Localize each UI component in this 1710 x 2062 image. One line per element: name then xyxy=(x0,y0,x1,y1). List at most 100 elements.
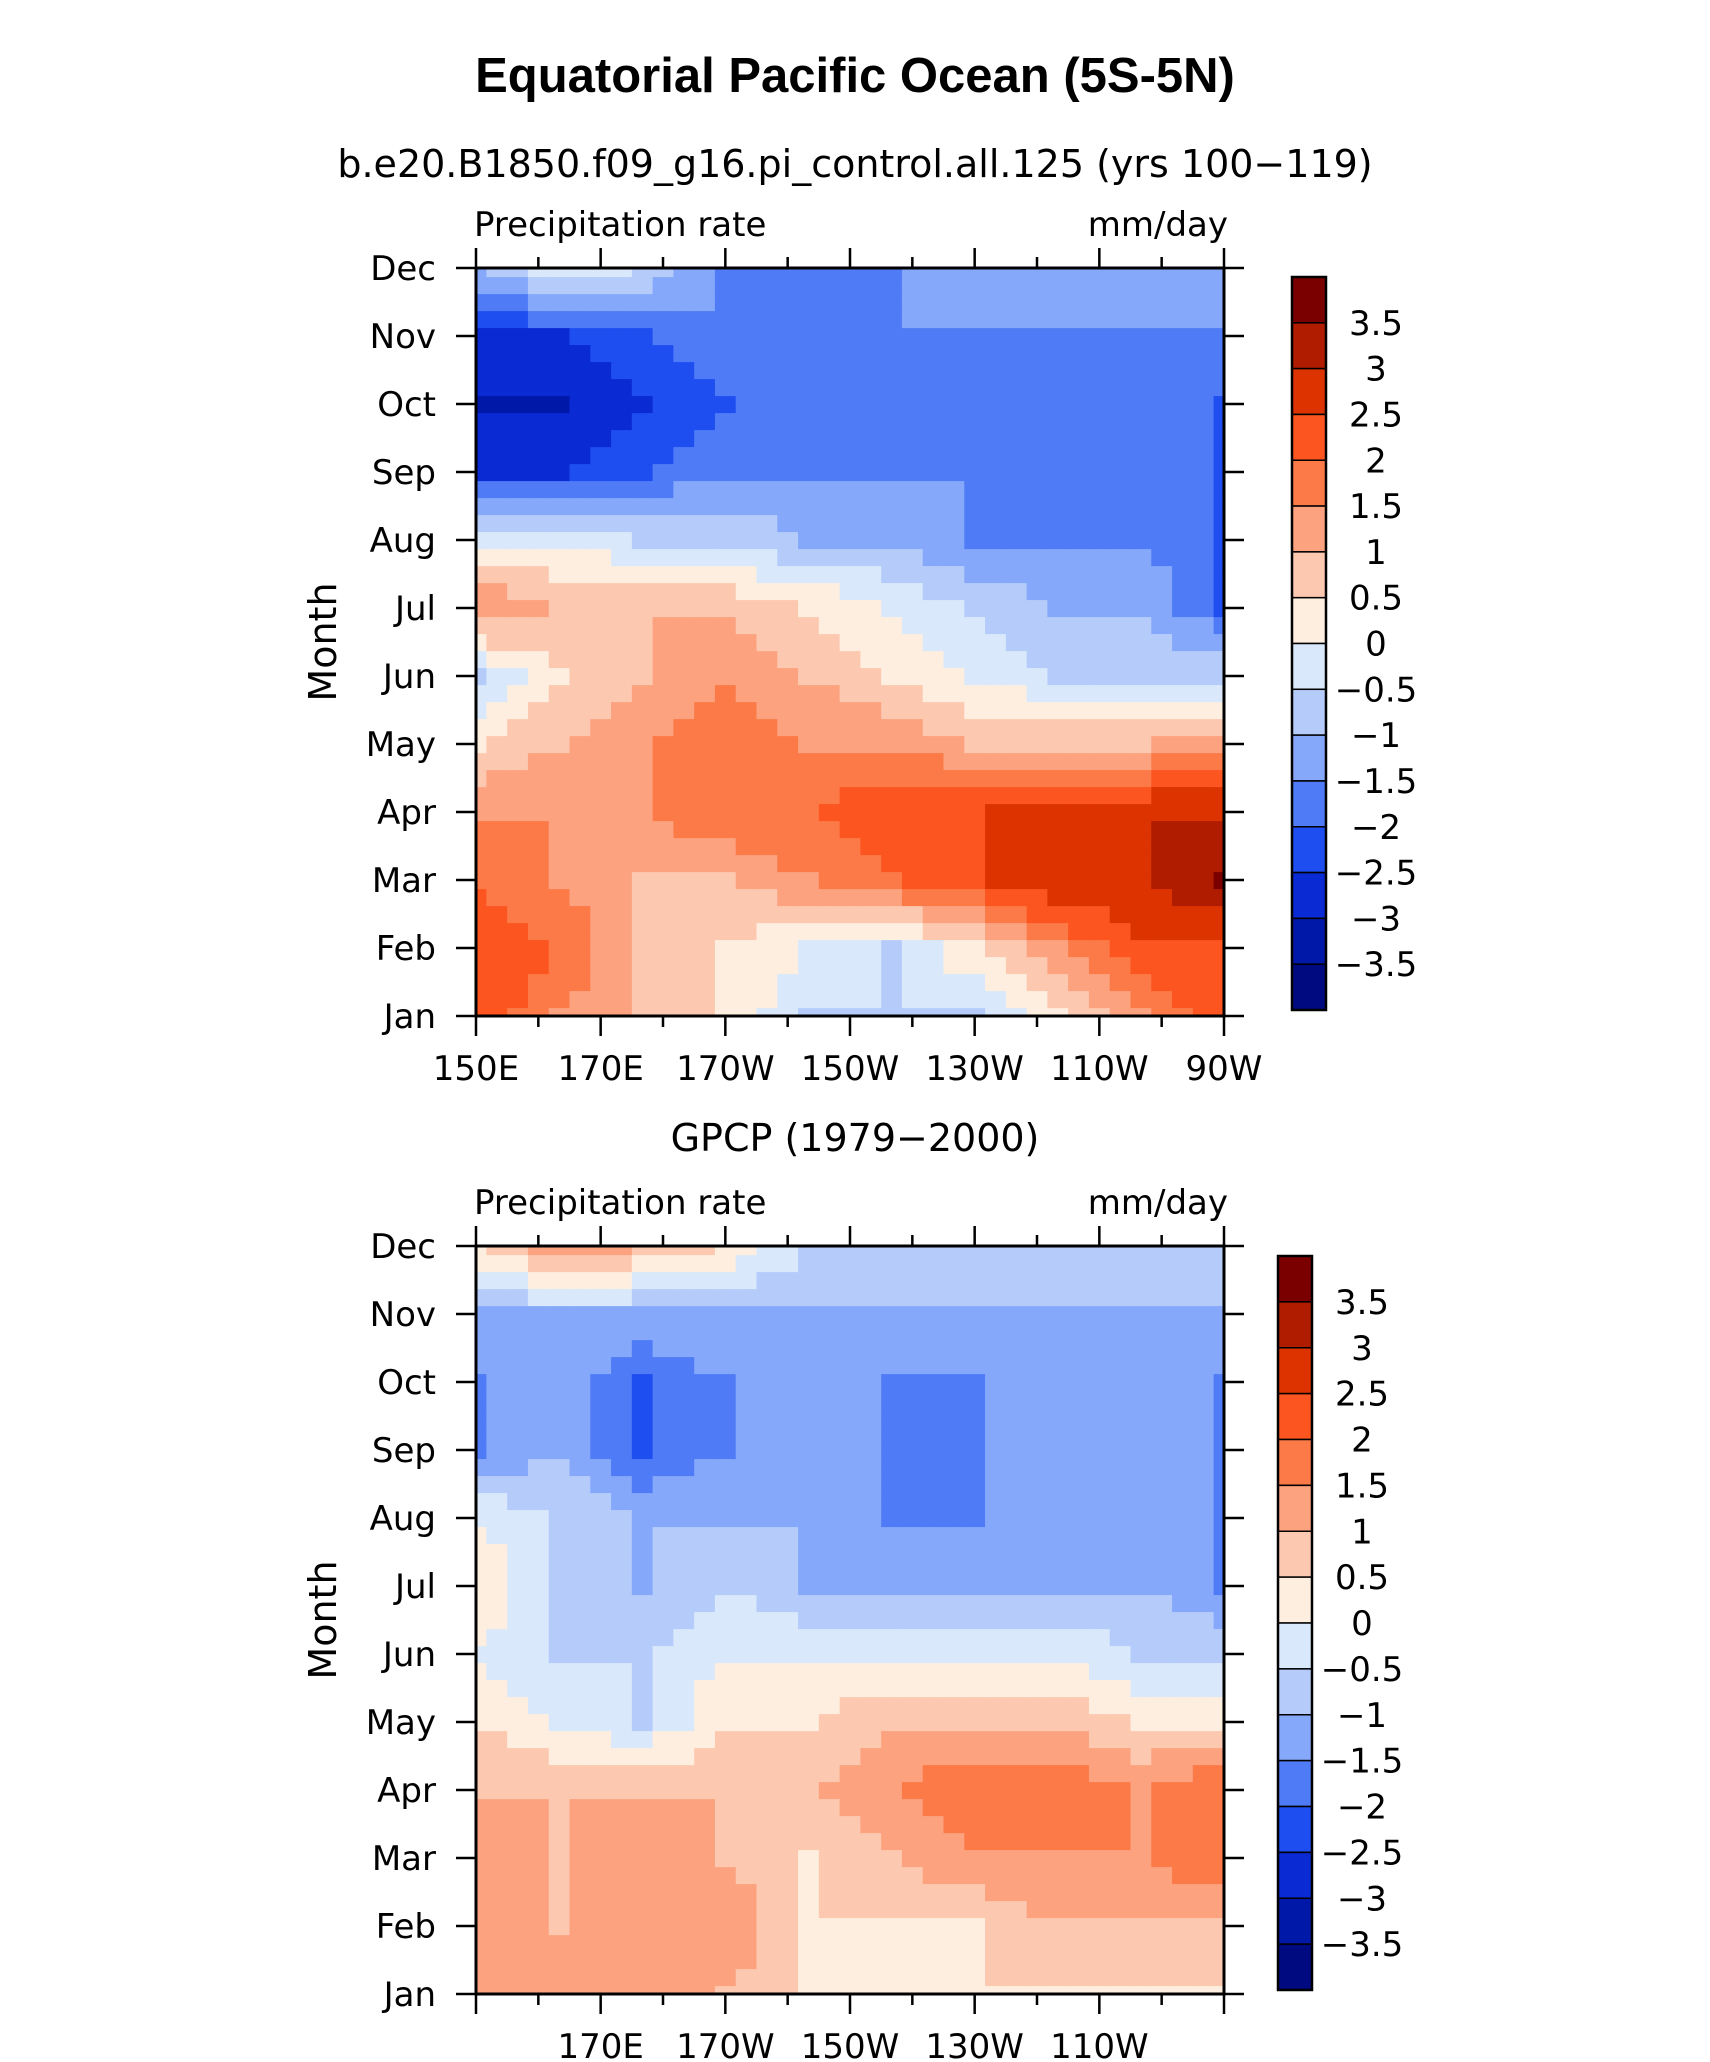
field-cell xyxy=(756,565,778,584)
x-tick-label: 170W xyxy=(676,2027,775,2062)
field-cell xyxy=(818,1764,841,1783)
field-cell xyxy=(756,1764,778,1783)
field-cell xyxy=(590,1798,612,1817)
field-cell xyxy=(901,735,924,754)
field-cell xyxy=(590,990,612,1009)
field-cell xyxy=(798,837,820,856)
field-cell xyxy=(673,854,695,873)
field-cell xyxy=(777,1917,799,1936)
field-cell xyxy=(1068,1968,1090,1987)
field-cell xyxy=(922,446,945,465)
field-cell xyxy=(1151,1883,1173,1902)
field-cell xyxy=(486,1934,508,1953)
field-cell xyxy=(1109,803,1132,822)
field-cell xyxy=(611,1866,633,1885)
field-cell xyxy=(922,497,945,516)
field-cell xyxy=(1088,582,1111,601)
field-cell xyxy=(860,1526,882,1545)
field-cell xyxy=(985,1917,1007,1936)
field-cell xyxy=(860,1900,882,1919)
field-cell xyxy=(507,412,529,431)
field-cell xyxy=(652,1007,674,1017)
field-cell xyxy=(860,1441,882,1460)
field-cell xyxy=(901,1475,924,1494)
field-cell xyxy=(652,1713,674,1732)
field-cell xyxy=(548,268,571,278)
colorbar-label: −2 xyxy=(1337,1788,1387,1828)
field-cell xyxy=(1068,939,1090,958)
field-cell xyxy=(1005,1764,1028,1783)
field-cell xyxy=(1172,888,1194,907)
field-cell xyxy=(798,1475,820,1494)
field-cell xyxy=(1005,361,1028,380)
field-cell xyxy=(818,412,841,431)
field-cell xyxy=(507,1560,529,1579)
field-cell xyxy=(590,1458,612,1477)
colorbar-swatch xyxy=(1291,459,1327,507)
field-cell xyxy=(756,293,778,312)
field-cell xyxy=(964,1424,986,1443)
field-cell xyxy=(652,1339,674,1358)
field-cell xyxy=(818,429,841,448)
field-cell xyxy=(1213,582,1225,601)
field-cell xyxy=(611,1007,633,1017)
field-cell xyxy=(476,1951,487,1970)
field-cell xyxy=(631,888,654,907)
field-cell xyxy=(881,565,903,584)
field-cell xyxy=(1172,582,1194,601)
field-cell xyxy=(714,1339,737,1358)
field-cell xyxy=(569,412,591,431)
field-cell xyxy=(985,922,1007,941)
field-cell xyxy=(839,1424,861,1443)
field-cell xyxy=(881,1917,903,1936)
field-cell xyxy=(631,531,654,550)
field-cell xyxy=(756,1696,778,1715)
field-cell xyxy=(527,1611,550,1630)
field-cell xyxy=(611,667,633,686)
field-cell xyxy=(611,463,633,482)
field-cell xyxy=(1005,531,1028,550)
field-cell xyxy=(881,650,903,669)
field-cell xyxy=(652,1934,674,1953)
field-cell xyxy=(486,1968,508,1987)
field-cell xyxy=(652,1917,674,1936)
field-cell xyxy=(486,1764,508,1783)
field-cell xyxy=(1151,1628,1173,1647)
field-cell xyxy=(985,1968,1007,1987)
field-cell xyxy=(922,633,945,652)
field-cell xyxy=(1068,565,1090,584)
field-cell xyxy=(860,905,882,924)
field-cell xyxy=(1130,276,1152,295)
field-cell xyxy=(1005,1594,1028,1613)
field-cell xyxy=(486,599,508,618)
field-cell xyxy=(798,684,820,703)
field-cell xyxy=(673,514,695,533)
field-cell xyxy=(964,1441,986,1460)
field-cell xyxy=(1088,1305,1111,1324)
field-cell xyxy=(652,837,674,856)
field-cell xyxy=(1151,786,1173,805)
field-cell xyxy=(777,1628,799,1647)
field-cell xyxy=(985,1815,1007,1834)
field-cell xyxy=(1109,786,1132,805)
field-cell xyxy=(652,1322,674,1341)
field-cell xyxy=(486,1492,508,1511)
field-cell xyxy=(590,565,612,584)
field-cell xyxy=(777,395,799,414)
field-cell xyxy=(590,1645,612,1664)
field-cell xyxy=(735,1747,758,1766)
field-cell xyxy=(1130,1917,1152,1936)
field-cell xyxy=(1151,1458,1173,1477)
field-cell xyxy=(590,1543,612,1562)
field-cell xyxy=(631,667,654,686)
field-cell xyxy=(901,463,924,482)
field-cell xyxy=(476,667,487,686)
field-cell xyxy=(756,973,778,992)
field-cell xyxy=(1172,1815,1194,1834)
field-cell xyxy=(985,1526,1007,1545)
field-cell xyxy=(652,582,674,601)
field-cell xyxy=(964,1288,986,1307)
field-cell xyxy=(652,1730,674,1749)
field-cell xyxy=(486,412,508,431)
field-cell xyxy=(881,1407,903,1426)
